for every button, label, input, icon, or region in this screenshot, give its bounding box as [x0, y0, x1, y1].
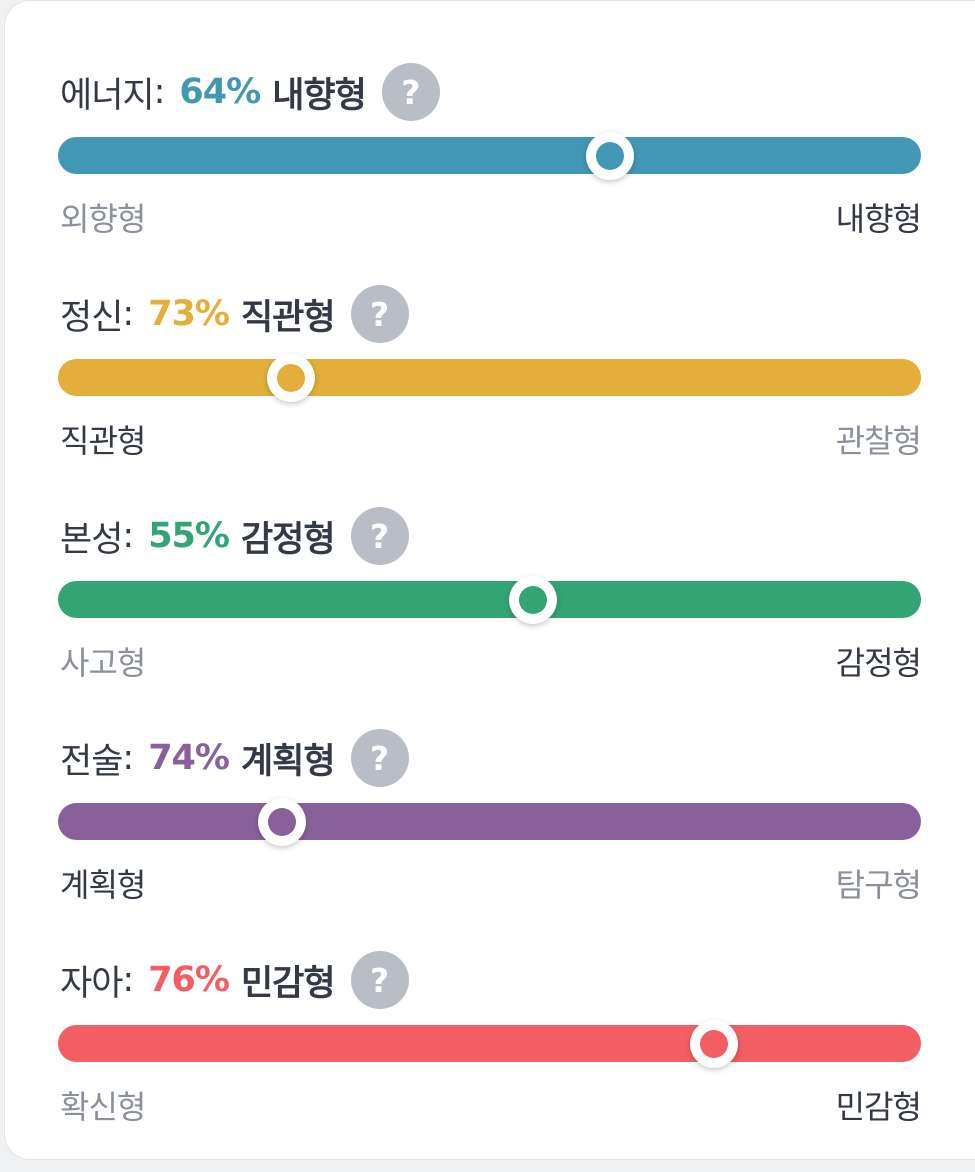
trait-colon: : — [122, 738, 135, 778]
trait-header: 본성: 55% 감정형 ? — [60, 506, 409, 566]
trait-header: 전술: 74% 계획형 ? — [60, 728, 409, 788]
trait-name: 본성 — [60, 519, 123, 560]
trait-header: 자아: 76% 민감형 ? — [60, 950, 409, 1010]
trait-type: 감정형 — [240, 519, 336, 560]
slider-knob-dot — [699, 1029, 728, 1058]
trait-type: 계획형 — [240, 741, 336, 782]
trait-colon: : — [153, 72, 166, 112]
trait-right-label: 감정형 — [835, 644, 922, 682]
question-mark-icon[interactable]: ? — [350, 729, 409, 787]
slider-knob[interactable] — [586, 131, 635, 180]
trait-name: 정신 — [60, 297, 123, 338]
personality-traits-card — [4, 0, 975, 1160]
slider-knob-dot — [268, 807, 297, 836]
slider-knob-dot — [518, 585, 547, 614]
trait-percent: 64% — [179, 72, 261, 112]
trait-slider-bar — [58, 353, 921, 402]
question-mark-icon[interactable]: ? — [350, 285, 409, 343]
slider-knob-dot — [277, 363, 305, 392]
trait-mind: 정신: 73% 직관형 ? 직관형 관찰형 — [0, 284, 975, 506]
trait-colon: : — [122, 294, 135, 334]
trait-left-label: 직관형 — [60, 422, 146, 460]
trait-right-label: 민감형 — [835, 1088, 922, 1126]
trait-slider-bar — [58, 575, 921, 624]
slider-knob[interactable] — [508, 575, 557, 624]
trait-left-label: 계획형 — [60, 866, 146, 904]
trait-right-label: 내향형 — [835, 200, 922, 238]
trait-identity: 자아: 76% 민감형 ? 확신형 민감형 — [0, 950, 975, 1172]
trait-header: 에너지: 64% 내향형 ? — [60, 62, 440, 122]
trait-type: 민감형 — [240, 963, 336, 1004]
slider-knob[interactable] — [689, 1019, 738, 1068]
trait-type: 내향형 — [272, 75, 367, 116]
trait-header: 정신: 73% 직관형 ? — [60, 284, 409, 344]
trait-left-label: 확신형 — [60, 1088, 146, 1126]
trait-slider-bar — [58, 1019, 921, 1068]
trait-left-label: 외향형 — [60, 200, 146, 238]
trait-percent: 76% — [148, 960, 230, 1000]
trait-slider-bar — [58, 797, 921, 846]
slider-knob[interactable] — [258, 797, 307, 846]
trait-energy: 에너지: 64% 내향형 ? 외향형 내향형 — [0, 62, 975, 284]
question-mark-icon[interactable]: ? — [381, 63, 440, 121]
trait-tactics: 전술: 74% 계획형 ? 계획형 탐구형 — [0, 728, 975, 950]
trait-percent: 55% — [148, 516, 230, 556]
trait-type: 직관형 — [240, 297, 336, 338]
question-mark-icon[interactable]: ? — [350, 951, 409, 1009]
trait-name: 전술 — [60, 741, 123, 782]
trait-colon: : — [122, 516, 135, 556]
trait-name: 에너지 — [60, 75, 155, 116]
trait-right-label: 관찰형 — [835, 422, 922, 460]
trait-name: 자아 — [60, 963, 123, 1004]
trait-right-label: 탐구형 — [835, 866, 922, 904]
trait-percent: 74% — [148, 738, 230, 778]
trait-colon: : — [122, 960, 135, 1000]
slider-knob[interactable] — [267, 353, 315, 402]
question-mark-icon[interactable]: ? — [350, 507, 409, 565]
slider-knob-dot — [596, 141, 625, 170]
trait-nature: 본성: 55% 감정형 ? 사고형 감정형 — [0, 506, 975, 728]
trait-left-label: 사고형 — [60, 644, 146, 682]
trait-slider-bar — [58, 131, 921, 180]
trait-percent: 73% — [148, 294, 230, 334]
